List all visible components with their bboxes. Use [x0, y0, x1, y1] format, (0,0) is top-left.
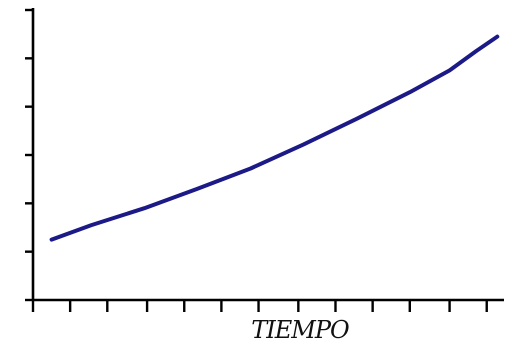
series-group — [49, 34, 500, 242]
x-axis-label: TIEMPO — [251, 316, 350, 344]
y-axis — [25, 8, 35, 302]
x-axis — [31, 298, 504, 312]
series-line-0 — [49, 34, 500, 242]
